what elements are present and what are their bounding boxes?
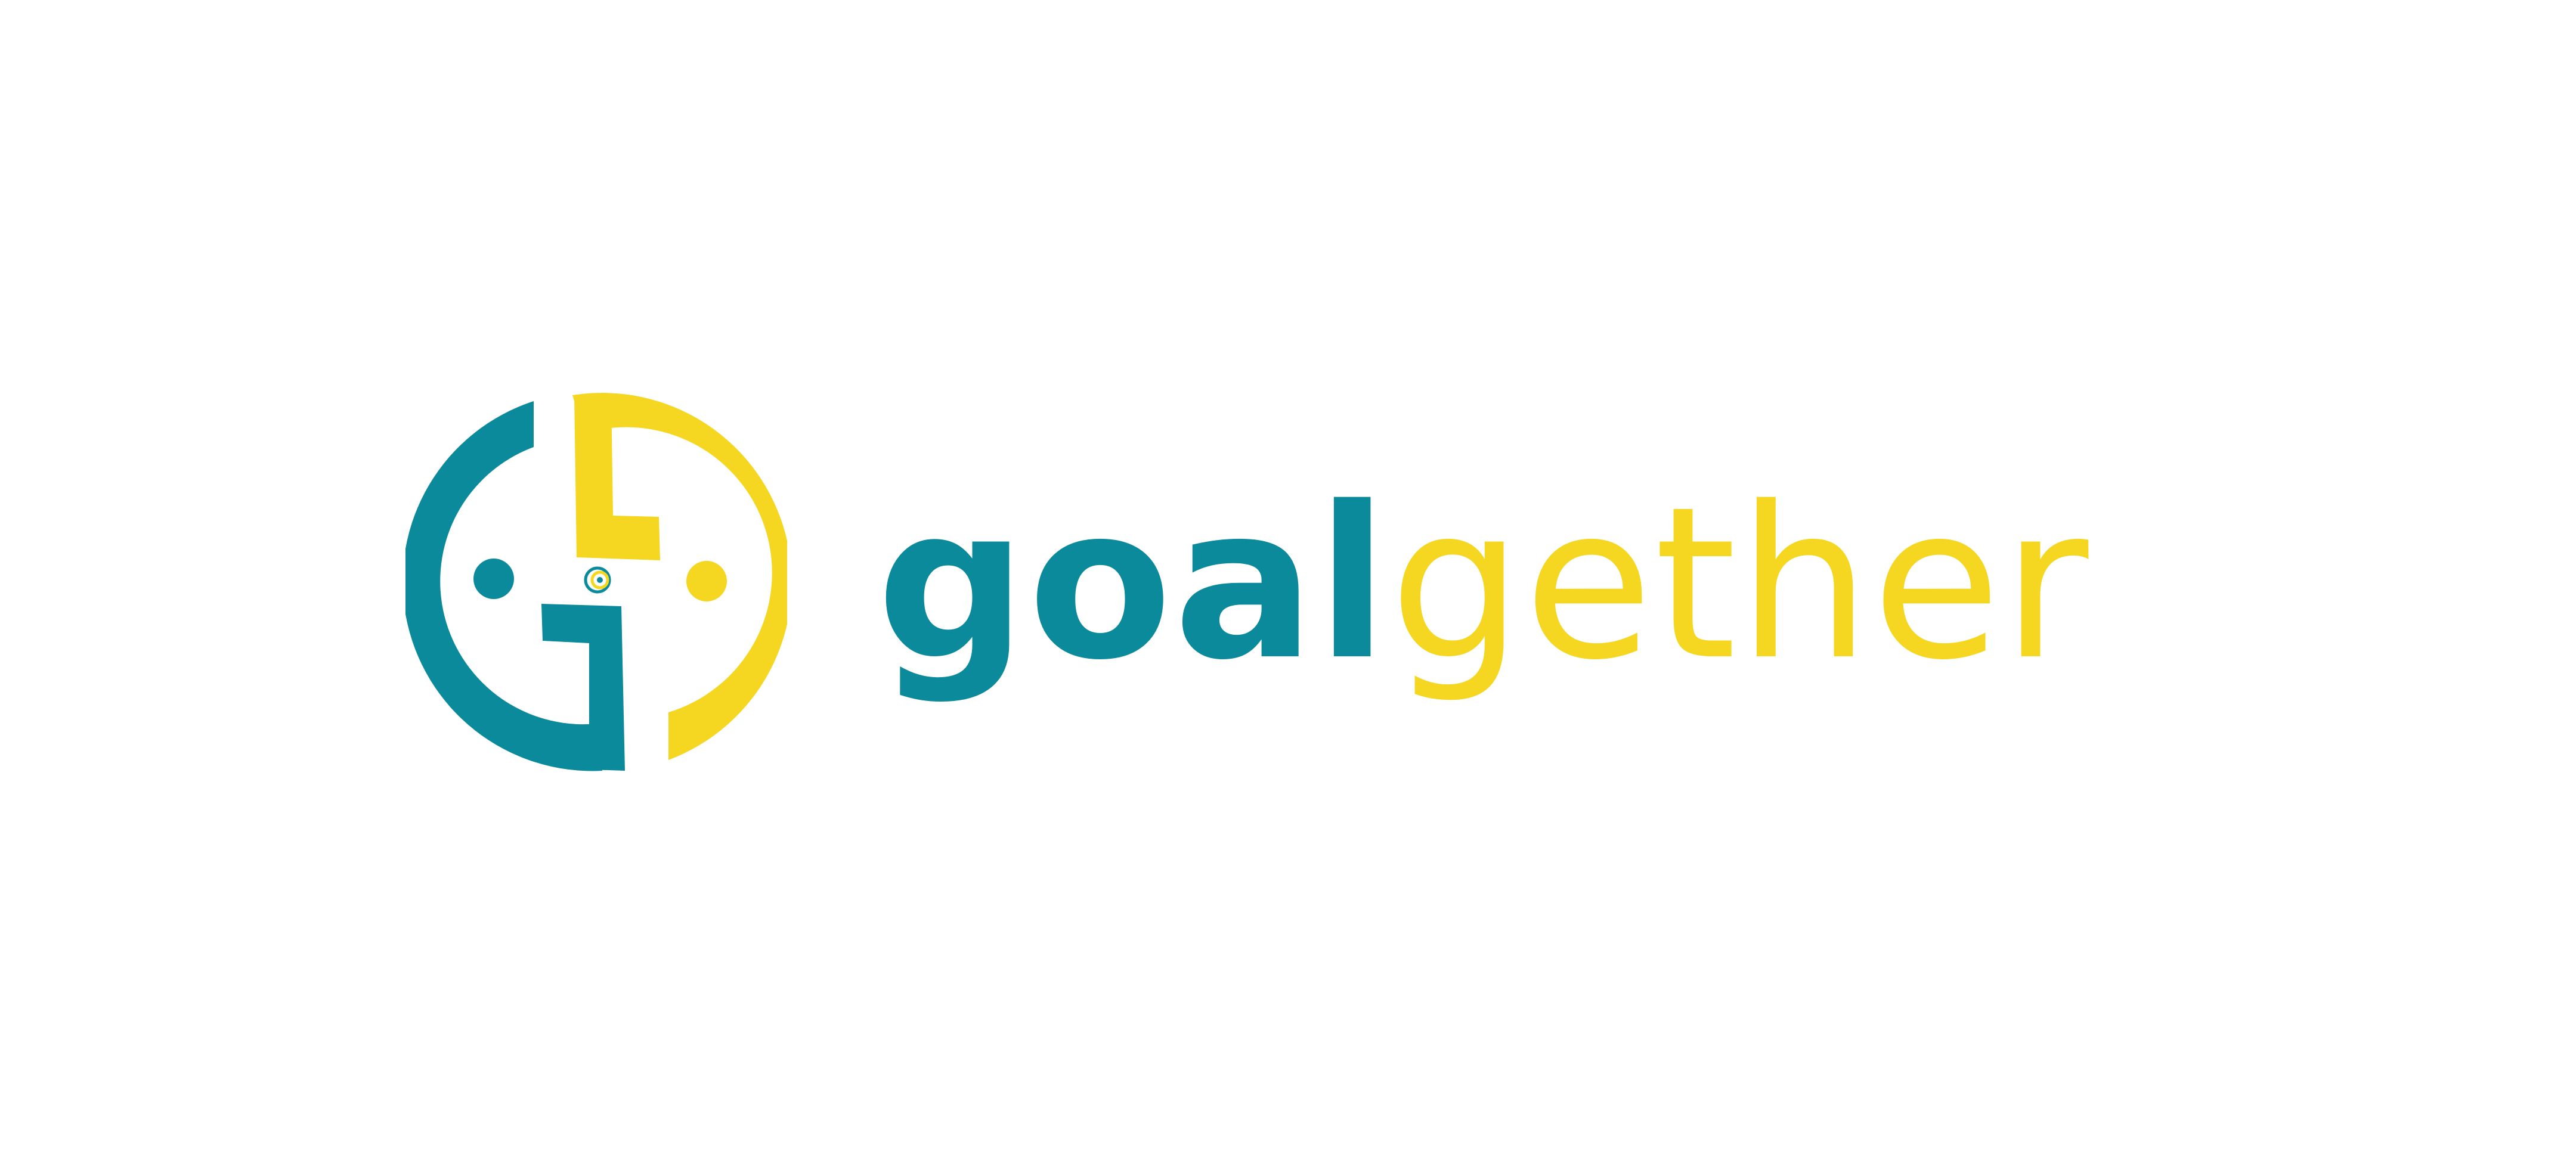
brand-name-goal: goal [877, 462, 1389, 706]
emblem-center-target [584, 566, 611, 594]
emblem-center-ring [590, 570, 609, 590]
goalgether-emblem-icon [405, 390, 787, 772]
emblem-teal-arc [405, 401, 602, 771]
brand-name-gether: gether [1389, 462, 2090, 706]
emblem-yellow-stem [574, 395, 660, 560]
emblem-teal-stem [541, 604, 625, 771]
emblem-left-eye [473, 559, 514, 599]
emblem-center-dot [597, 577, 603, 583]
brand-wordmark: goalgether [877, 459, 2089, 709]
emblem-right-eye [686, 561, 727, 601]
